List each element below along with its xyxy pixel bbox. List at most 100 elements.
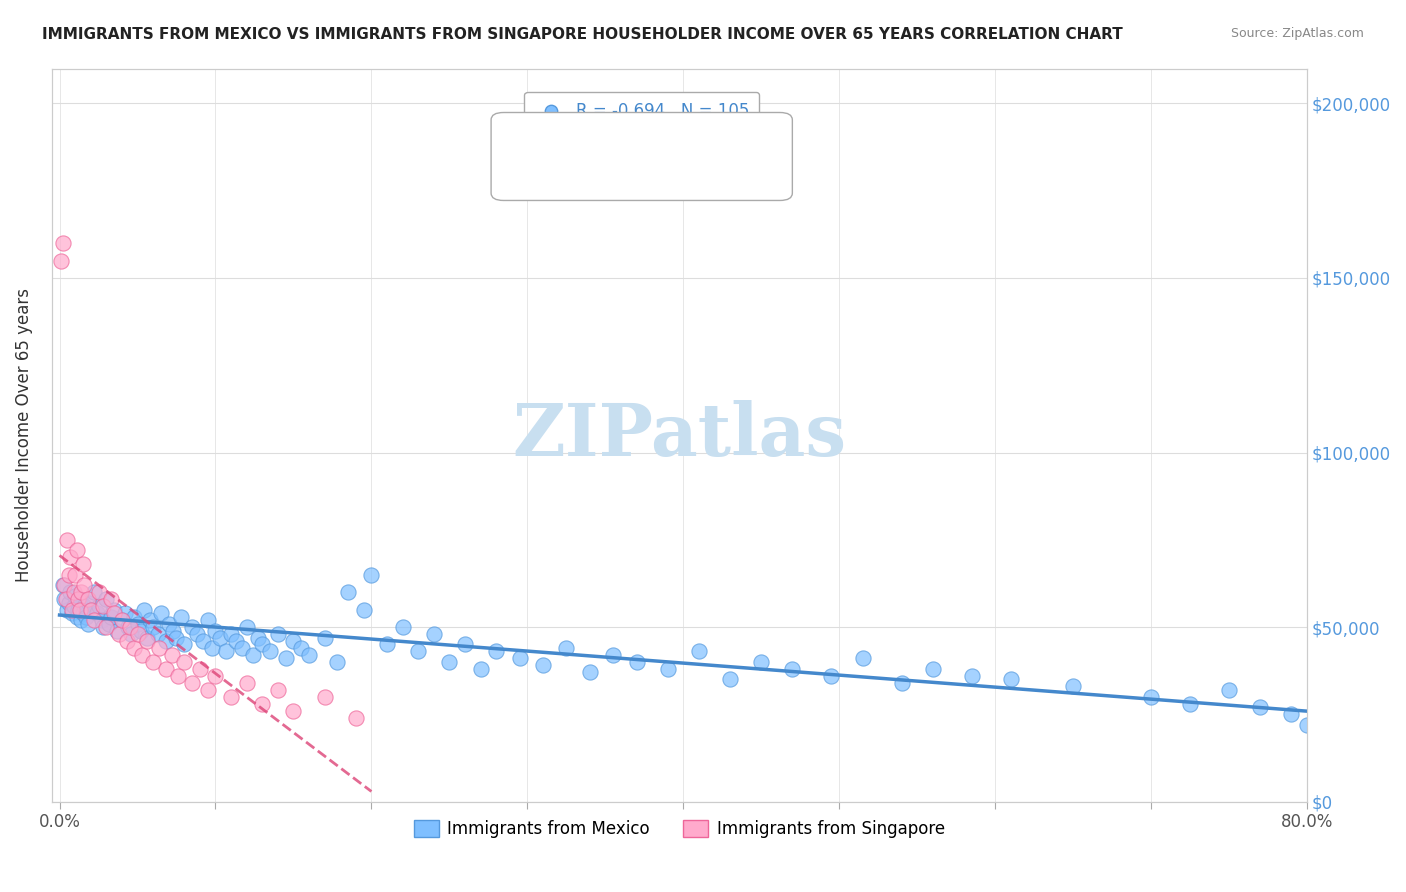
Point — [135, 634, 157, 648]
Point — [219, 690, 242, 704]
Point — [103, 606, 125, 620]
Point — [337, 585, 360, 599]
Point — [688, 644, 710, 658]
Point — [454, 638, 477, 652]
Point — [75, 609, 97, 624]
Point — [127, 616, 149, 631]
Point — [52, 235, 75, 250]
Point — [820, 669, 842, 683]
Point — [105, 624, 128, 638]
Point — [139, 613, 162, 627]
Point — [602, 648, 624, 662]
Point — [60, 606, 83, 620]
Point — [252, 638, 274, 652]
Point — [290, 640, 312, 655]
Point — [77, 596, 100, 610]
Point — [67, 592, 90, 607]
Point — [626, 655, 648, 669]
Point — [166, 631, 188, 645]
Point — [59, 585, 82, 599]
Point — [62, 585, 84, 599]
Point — [96, 620, 118, 634]
Legend: Immigrants from Mexico, Immigrants from Singapore: Immigrants from Mexico, Immigrants from … — [408, 813, 952, 845]
Point — [72, 606, 94, 620]
Point — [149, 606, 172, 620]
Point — [132, 602, 155, 616]
Point — [87, 585, 110, 599]
Point — [72, 558, 94, 572]
Point — [111, 613, 134, 627]
Point — [76, 592, 98, 607]
Point — [252, 697, 274, 711]
Point — [360, 567, 382, 582]
Point — [155, 662, 177, 676]
Point — [782, 662, 804, 676]
Point — [59, 550, 82, 565]
Point — [657, 662, 679, 676]
Point — [73, 578, 96, 592]
Point — [531, 658, 554, 673]
Point — [80, 602, 103, 616]
Point — [115, 634, 138, 648]
Point — [555, 640, 578, 655]
Point — [353, 602, 375, 616]
Point — [960, 669, 983, 683]
Point — [470, 662, 492, 676]
Point — [129, 624, 152, 638]
Point — [578, 665, 600, 680]
Point — [890, 676, 912, 690]
Point — [197, 682, 219, 697]
Point — [344, 711, 367, 725]
Point — [246, 631, 269, 645]
Point — [56, 533, 79, 547]
Point — [439, 655, 461, 669]
Point — [283, 704, 305, 718]
Point — [181, 676, 204, 690]
Point — [90, 613, 112, 627]
Point — [53, 578, 76, 592]
Point — [1178, 697, 1201, 711]
Point — [749, 655, 772, 669]
Point — [314, 690, 336, 704]
Point — [131, 648, 153, 662]
Point — [201, 640, 224, 655]
Point — [91, 620, 114, 634]
Point — [124, 640, 146, 655]
Point — [142, 620, 165, 634]
Point — [83, 585, 105, 599]
Point — [100, 609, 122, 624]
Point — [1000, 673, 1022, 687]
Point — [267, 682, 290, 697]
Point — [100, 592, 122, 607]
Point — [170, 609, 193, 624]
Point — [69, 602, 91, 616]
Point — [117, 620, 139, 634]
Point — [225, 634, 247, 648]
Y-axis label: Householder Income Over 65 years: Householder Income Over 65 years — [15, 288, 32, 582]
Point — [53, 592, 76, 607]
Point — [391, 620, 413, 634]
Point — [148, 640, 170, 655]
Point — [66, 543, 89, 558]
Point — [63, 567, 86, 582]
Point — [1296, 718, 1319, 732]
Text: IMMIGRANTS FROM MEXICO VS IMMIGRANTS FROM SINGAPORE HOUSEHOLDER INCOME OVER 65 Y: IMMIGRANTS FROM MEXICO VS IMMIGRANTS FRO… — [42, 27, 1123, 42]
Point — [186, 627, 208, 641]
Point — [86, 606, 108, 620]
Point — [326, 655, 349, 669]
Point — [62, 599, 84, 613]
Point — [215, 644, 238, 658]
Point — [87, 599, 110, 613]
Point — [63, 589, 86, 603]
Point — [173, 638, 195, 652]
Point — [204, 624, 226, 638]
Point — [58, 567, 80, 582]
Point — [69, 592, 91, 607]
Point — [49, 253, 72, 268]
Point — [135, 631, 157, 645]
Point — [1218, 682, 1240, 697]
Point — [55, 592, 77, 607]
Point — [76, 616, 98, 631]
Point — [197, 613, 219, 627]
Point — [235, 676, 257, 690]
